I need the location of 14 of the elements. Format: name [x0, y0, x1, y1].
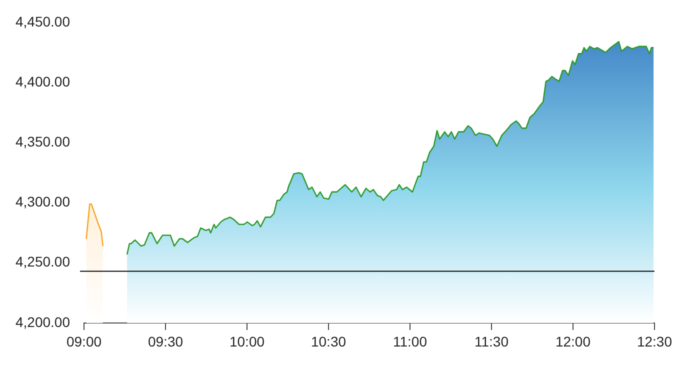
y-tick-label: 4,200.00 — [16, 314, 70, 330]
y-tick-label: 4,350.00 — [16, 134, 70, 150]
y-tick-label: 4,450.00 — [16, 13, 70, 30]
x-tick-label: 11:00 — [392, 333, 428, 350]
x-tick-label: 09:00 — [66, 333, 102, 350]
y-tick-label: 4,250.00 — [16, 254, 70, 270]
x-tick-label: 10:30 — [310, 333, 346, 350]
x-tick-label: 09:30 — [148, 333, 184, 350]
y-tick-label: 4,400.00 — [16, 73, 70, 90]
x-tick-label: 12:00 — [555, 333, 591, 350]
y-tick-label: 4,300.00 — [16, 194, 70, 210]
x-tick-label: 11:30 — [474, 333, 509, 350]
x-tick-label: 10:00 — [229, 333, 265, 350]
x-tick-label: 12:30 — [636, 333, 672, 350]
